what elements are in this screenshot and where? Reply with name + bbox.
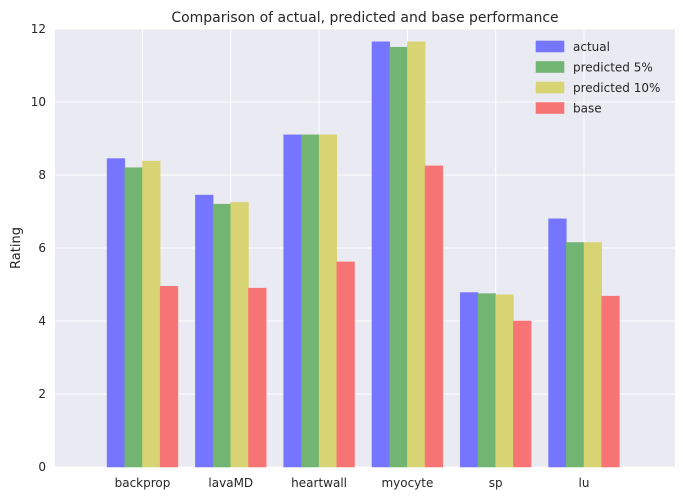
- bar: [583, 242, 603, 468]
- y-axis-ticks: 0 2 4 6 8 10 12: [31, 22, 46, 474]
- legend-label: predicted 10%: [573, 81, 660, 95]
- bar: [283, 134, 302, 468]
- bar: [301, 134, 320, 468]
- bar: [124, 167, 143, 468]
- bar: [389, 46, 408, 468]
- x-axis-ticks: backprop lavaMD heartwall myocyte sp lu: [115, 476, 590, 490]
- bar: [407, 41, 426, 468]
- y-tick-label: 0: [38, 460, 46, 474]
- series-actual: [106, 41, 567, 468]
- legend-swatch: [535, 61, 565, 73]
- y-tick-label: 4: [38, 314, 46, 328]
- bar: [565, 242, 585, 468]
- y-tick-label: 6: [38, 241, 46, 255]
- bar: [159, 286, 179, 468]
- bar: [371, 41, 391, 468]
- legend-swatch: [535, 81, 565, 94]
- bar: [601, 295, 620, 468]
- bar: [195, 194, 214, 468]
- y-tick-label: 8: [38, 168, 46, 182]
- x-tick-label: sp: [489, 476, 503, 490]
- bar: [106, 158, 126, 468]
- legend-swatch: [535, 102, 565, 114]
- series-predicted-5-: [124, 46, 585, 468]
- x-tick-label: myocyte: [381, 476, 433, 490]
- bar: [459, 292, 479, 468]
- bar: [248, 287, 267, 468]
- legend-label: predicted 5%: [573, 61, 653, 75]
- bar: [212, 203, 232, 468]
- legend-label: base: [573, 102, 602, 116]
- bars: [106, 41, 620, 468]
- x-tick-label: lavaMD: [208, 476, 253, 490]
- y-axis-label: Rating: [9, 227, 24, 269]
- bar: [495, 294, 514, 468]
- y-tick-label: 12: [31, 22, 46, 36]
- legend-label: actual: [573, 40, 610, 54]
- legend: actual predicted 5% predicted 10% base: [535, 40, 660, 116]
- bar: [230, 202, 249, 468]
- legend-swatch: [535, 40, 565, 53]
- x-tick-label: lu: [579, 476, 590, 490]
- bar: [318, 134, 338, 468]
- y-tick-label: 10: [31, 95, 46, 109]
- x-tick-label: backprop: [115, 476, 171, 490]
- x-tick-label: heartwall: [291, 476, 347, 490]
- series-base: [159, 165, 620, 468]
- bar: [336, 261, 355, 468]
- bar: [142, 160, 161, 468]
- bar: [513, 320, 532, 468]
- chart-title: Comparison of actual, predicted and base…: [171, 10, 558, 26]
- y-tick-label: 2: [38, 387, 46, 401]
- bar: [477, 293, 497, 468]
- bar: [548, 218, 567, 468]
- bar: [424, 165, 444, 468]
